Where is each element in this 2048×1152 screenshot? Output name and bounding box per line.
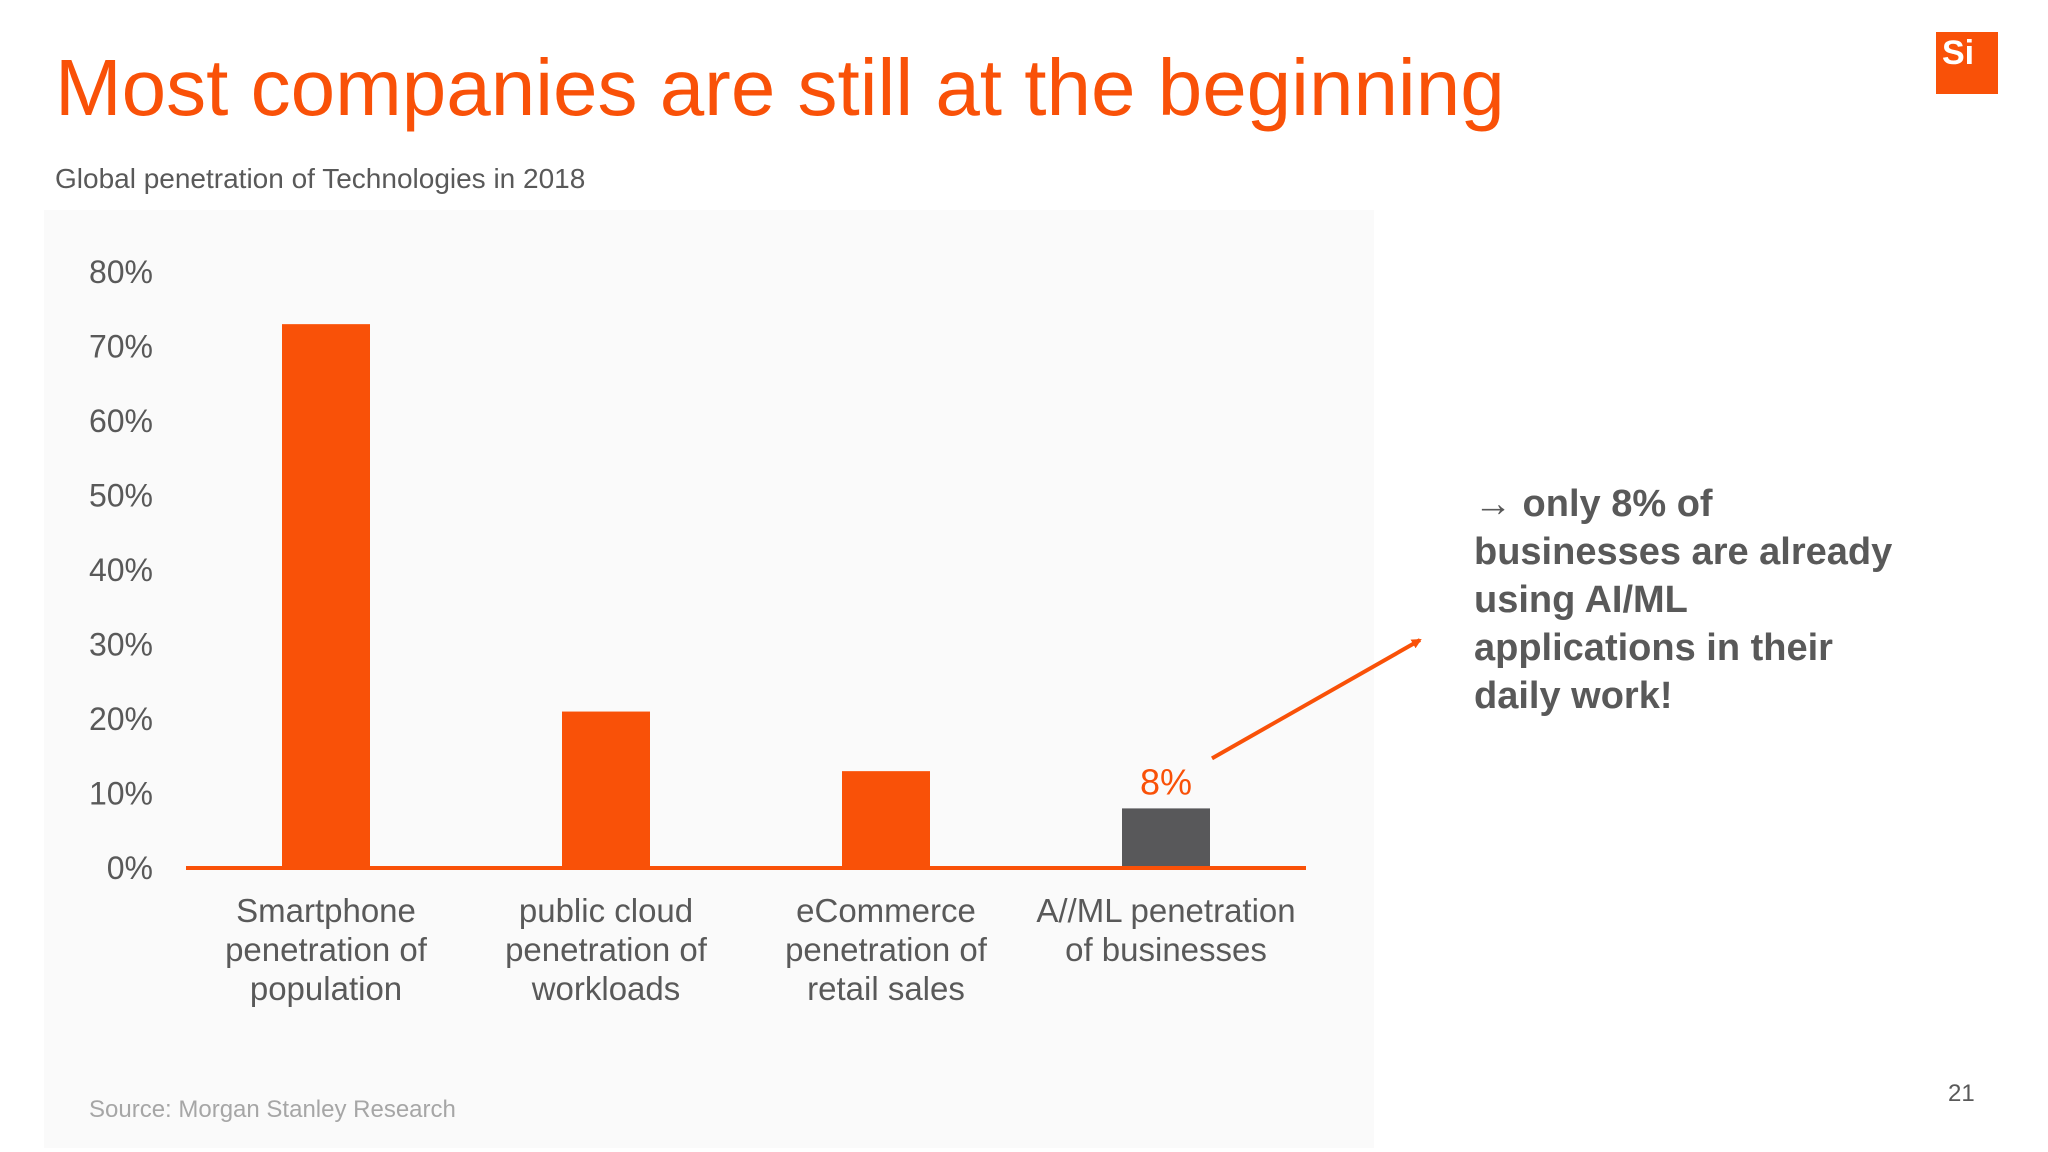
y-tick-label: 30%: [89, 627, 153, 663]
x-tick-label: Smartphone penetration of population: [225, 892, 428, 1007]
y-tick-label: 10%: [89, 776, 153, 812]
y-tick-label: 20%: [89, 701, 153, 737]
y-tick-label: 40%: [89, 552, 153, 588]
callout-arrow: [1211, 638, 1422, 761]
y-axis-labels: 0% 10% 20% 30% 40% 50% 60% 70% 80%: [89, 254, 153, 886]
x-axis-labels: Smartphone penetration of population public…: [225, 892, 1296, 1007]
y-tick-label: 70%: [89, 329, 153, 365]
bar: [842, 771, 930, 868]
y-tick-label: 50%: [89, 478, 153, 514]
chart-panel: [44, 210, 1374, 1148]
data-label: 8%: [1140, 761, 1192, 802]
callout-text: → only 8% of businesses are already usin…: [1474, 483, 1893, 717]
page-number: 21: [1948, 1080, 1975, 1107]
x-tick-label: A//ML penetration of businesses: [1036, 892, 1295, 968]
y-tick-label: 60%: [89, 403, 153, 439]
bars: [282, 324, 1210, 868]
data-labels: 8%: [1140, 761, 1192, 802]
bar: [1122, 808, 1210, 868]
company-logo: Si: [1936, 32, 1998, 94]
y-tick-label: 0%: [107, 850, 153, 886]
slide-subtitle: Global penetration of Technologies in 20…: [55, 163, 586, 194]
bar: [562, 711, 650, 868]
slide-title: Most companies are still at the beginnin…: [55, 43, 1505, 132]
y-tick-label: 80%: [89, 254, 153, 290]
source-note: Source: Morgan Stanley Research: [89, 1096, 456, 1123]
bar: [282, 324, 370, 868]
x-tick-label: public cloud penetration of workloads: [505, 892, 708, 1007]
x-tick-label: eCommerce penetration of retail sales: [785, 892, 988, 1007]
